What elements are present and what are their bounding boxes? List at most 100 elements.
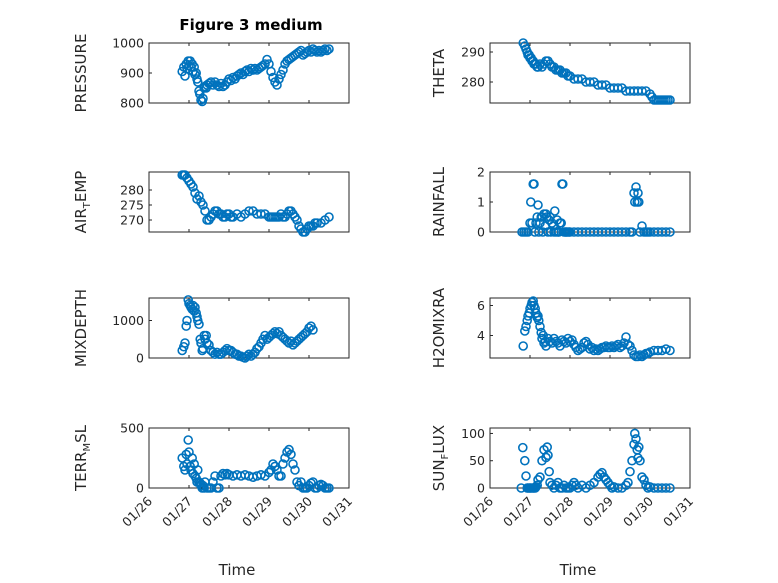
data-series [177,295,318,363]
y-axis-label: SUNFLUX [430,425,451,491]
data-point [272,80,282,90]
y-axis-label: AIRTEMP [72,171,93,234]
data-point [631,434,641,444]
y-axis-label-main: AIR [72,208,90,233]
data-point [549,206,560,216]
data-point [244,206,254,216]
y-tick-label: 500 [120,421,144,436]
data-point [193,77,203,87]
data-point [556,218,567,228]
data-point [181,321,191,331]
data-series [177,170,334,237]
data-point [529,179,539,189]
data-point [312,47,322,57]
data-point [535,321,545,332]
subplot-5: 0 1000 MIXDEPTH [72,289,350,367]
subplot-2: 280 290 THETA [430,38,691,105]
y-axis-label-main: MIXDEPTH [72,289,90,367]
data-point [286,449,296,460]
data-point [188,182,198,192]
data-point [517,442,528,453]
data-point [633,351,643,362]
data-point [544,466,555,477]
data-point [278,65,288,75]
x-tick-label: 01/29 [239,493,275,529]
x-tick-label: 01/28 [540,493,576,529]
data-point [543,450,553,461]
data-point [260,59,270,69]
data-point [191,68,201,78]
data-point [533,200,543,210]
x-tick-label: 01/26 [460,493,496,529]
data-point [633,442,644,452]
y-axis-label-main: PRESSURE [72,34,90,113]
data-point [625,466,635,477]
y-tick-label: 1 [477,195,485,210]
data-point [639,475,649,485]
x-tick-label: 01/30 [279,493,315,529]
data-point [665,483,675,493]
data-point [290,465,300,475]
data-point [629,188,639,198]
data-point [523,227,533,237]
data-point [665,95,675,105]
data-point [187,453,197,463]
data-point [613,483,623,493]
data-point [665,345,675,356]
data-point [194,319,204,330]
data-point [535,472,545,482]
axes-frame [489,171,691,233]
y-axis-label: H2OMIXRA [430,287,448,368]
y-tick-label: 0 [136,351,144,366]
data-point [312,218,322,228]
data-point [597,80,607,90]
data-point [661,483,671,493]
y-tick-label: 275 [120,198,144,213]
y-tick-label: 6 [477,298,485,313]
y-tick-label: 290 [461,45,485,60]
data-point [202,338,212,348]
data-point [535,218,545,228]
data-point [292,215,302,225]
data-point [589,345,599,356]
data-point [198,93,208,104]
y-axis-label-main: TERR [72,452,90,493]
axes-frame [148,171,350,233]
data-point [318,45,328,56]
y-tick-label: 100 [461,426,485,441]
x-tick-label: 01/29 [580,493,616,529]
data-point [198,200,208,210]
data-point [324,44,334,54]
data-point [288,459,298,469]
data-point [268,72,278,83]
y-axis-label-main: SUN [430,459,448,491]
data-point [214,483,224,493]
data-point [194,191,204,201]
y-axis-label: PRESSURE [72,34,90,113]
data-point [625,341,635,351]
data-point [633,188,643,198]
x-tick-label: 01/28 [199,493,235,529]
data-point [324,483,334,493]
x-tick-label: 01/31 [660,494,696,530]
data-point [597,467,607,478]
subplot-4: 0 1 2 RAINFALL [430,165,691,240]
y-axis-label: THETA [430,48,448,98]
data-point [557,179,568,189]
data-point [532,480,543,491]
data-point [322,45,332,56]
y-tick-label: 280 [461,75,485,90]
data-point [665,227,675,237]
y-tick-label: 2 [477,165,485,180]
data-point [308,325,318,335]
data-point [266,66,276,77]
data-point [189,306,199,316]
y-axis-label-main: RAINFALL [430,166,448,237]
data-point [633,197,644,207]
data-point [262,54,272,65]
data-point [621,227,631,237]
data-point [248,65,258,75]
y-tick-label: 0 [477,481,485,496]
data-point [540,336,551,347]
